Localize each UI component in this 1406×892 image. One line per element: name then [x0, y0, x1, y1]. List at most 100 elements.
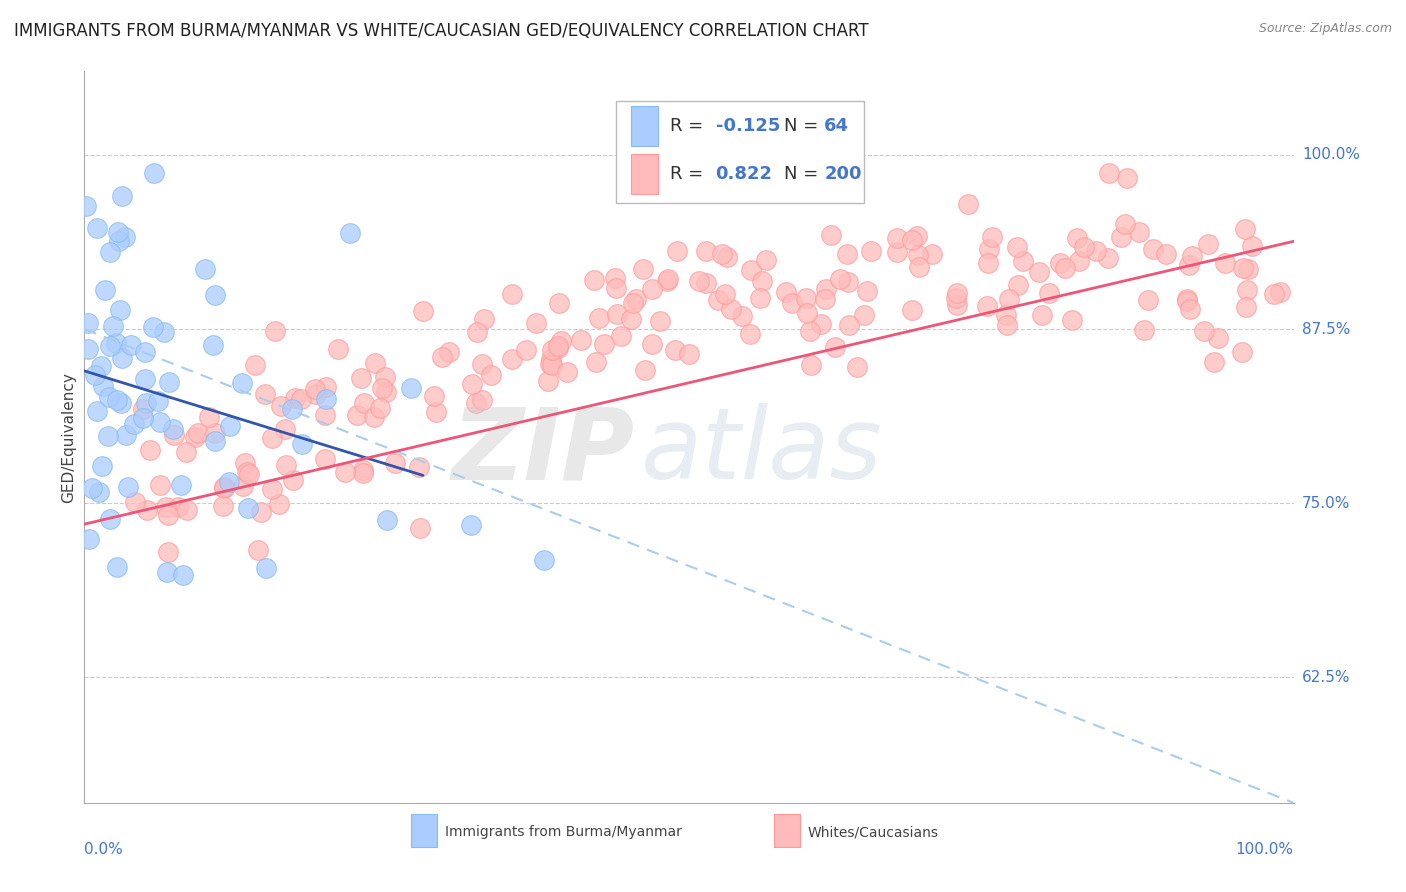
Point — [346, 408, 368, 422]
Point — [236, 465, 259, 479]
Text: Immigrants from Burma/Myanmar: Immigrants from Burma/Myanmar — [444, 825, 682, 839]
Point — [837, 275, 859, 289]
Point — [176, 445, 198, 459]
Point — [77, 532, 100, 546]
Point — [100, 512, 122, 526]
Point — [142, 320, 165, 334]
Point — [108, 303, 131, 318]
Point — [134, 344, 156, 359]
Point — [548, 295, 571, 310]
Point — [1128, 225, 1150, 239]
Point — [538, 357, 561, 371]
Point — [245, 359, 267, 373]
Point — [641, 283, 664, 297]
Point — [425, 405, 447, 419]
Point — [124, 417, 146, 431]
Point — [1232, 261, 1254, 276]
Point — [1109, 230, 1132, 244]
Point — [1230, 344, 1253, 359]
Point — [814, 292, 837, 306]
Point — [98, 339, 121, 353]
Point — [1175, 293, 1198, 307]
Point — [657, 272, 679, 286]
Point — [814, 283, 837, 297]
Point — [710, 247, 733, 261]
Point — [143, 166, 166, 180]
Point — [1098, 166, 1121, 180]
Point — [828, 271, 851, 285]
Point — [1241, 238, 1264, 252]
Point — [339, 226, 361, 240]
Point — [231, 376, 253, 391]
Point — [1192, 324, 1215, 338]
Point — [631, 262, 654, 277]
Point — [1038, 285, 1060, 300]
Point — [363, 356, 385, 370]
Point — [540, 351, 562, 366]
Point — [461, 376, 484, 391]
Point — [900, 233, 922, 247]
Point — [412, 304, 434, 318]
Point — [131, 411, 153, 425]
Point — [132, 402, 155, 417]
Point — [384, 456, 406, 470]
Point — [274, 458, 297, 473]
Point — [1197, 237, 1219, 252]
Point — [946, 285, 969, 300]
Point — [204, 425, 226, 440]
Point — [605, 281, 627, 295]
Point — [524, 316, 547, 330]
Point — [247, 542, 270, 557]
Point — [315, 392, 337, 406]
Point — [232, 479, 254, 493]
Point — [314, 409, 336, 423]
FancyBboxPatch shape — [773, 814, 800, 847]
Point — [1202, 355, 1225, 369]
Point — [1011, 253, 1033, 268]
Point — [582, 273, 605, 287]
Point — [284, 391, 307, 405]
Text: Whites/Caucasians: Whites/Caucasians — [807, 825, 938, 839]
Point — [606, 307, 628, 321]
Text: 87.5%: 87.5% — [1302, 322, 1350, 336]
Point — [117, 480, 139, 494]
Point — [423, 388, 446, 402]
Point — [472, 312, 495, 326]
Point — [87, 484, 110, 499]
Point — [375, 514, 398, 528]
Point — [146, 394, 169, 409]
Point — [194, 262, 217, 277]
Point — [157, 375, 180, 389]
Point — [111, 189, 134, 203]
Text: -0.125: -0.125 — [716, 117, 780, 136]
Point — [184, 430, 207, 444]
Point — [170, 478, 193, 492]
Point — [621, 296, 644, 310]
Point — [162, 422, 184, 436]
Text: IMMIGRANTS FROM BURMA/MYANMAR VS WHITE/CAUCASIAN GED/EQUIVALENCY CORRELATION CHA: IMMIGRANTS FROM BURMA/MYANMAR VS WHITE/C… — [14, 22, 869, 40]
Point — [835, 246, 858, 260]
Point — [794, 292, 817, 306]
Point — [593, 337, 616, 351]
Point — [1237, 262, 1260, 277]
Point — [134, 372, 156, 386]
Text: R =: R = — [669, 165, 709, 183]
Point — [176, 502, 198, 516]
Point — [730, 309, 752, 323]
Point — [720, 301, 742, 316]
Point — [135, 503, 157, 517]
Point — [90, 359, 112, 374]
Point — [976, 299, 998, 313]
Point — [149, 478, 172, 492]
Point — [634, 363, 657, 377]
Point — [98, 391, 121, 405]
Point — [1236, 283, 1258, 297]
Point — [333, 466, 356, 480]
Point — [664, 343, 686, 358]
Point — [755, 253, 778, 268]
Point — [995, 308, 1018, 322]
Point — [270, 399, 292, 413]
Point — [1263, 286, 1285, 301]
Point — [1085, 244, 1108, 259]
Point — [105, 560, 128, 574]
